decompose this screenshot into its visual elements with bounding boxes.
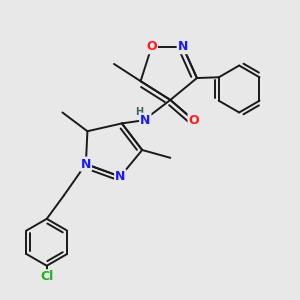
Text: N: N <box>81 158 91 171</box>
Text: N: N <box>140 114 151 127</box>
Text: N: N <box>115 170 125 183</box>
Text: H: H <box>135 106 143 116</box>
Text: N: N <box>178 40 188 53</box>
Text: O: O <box>146 40 157 53</box>
Text: Cl: Cl <box>40 270 53 283</box>
Text: O: O <box>188 114 199 127</box>
